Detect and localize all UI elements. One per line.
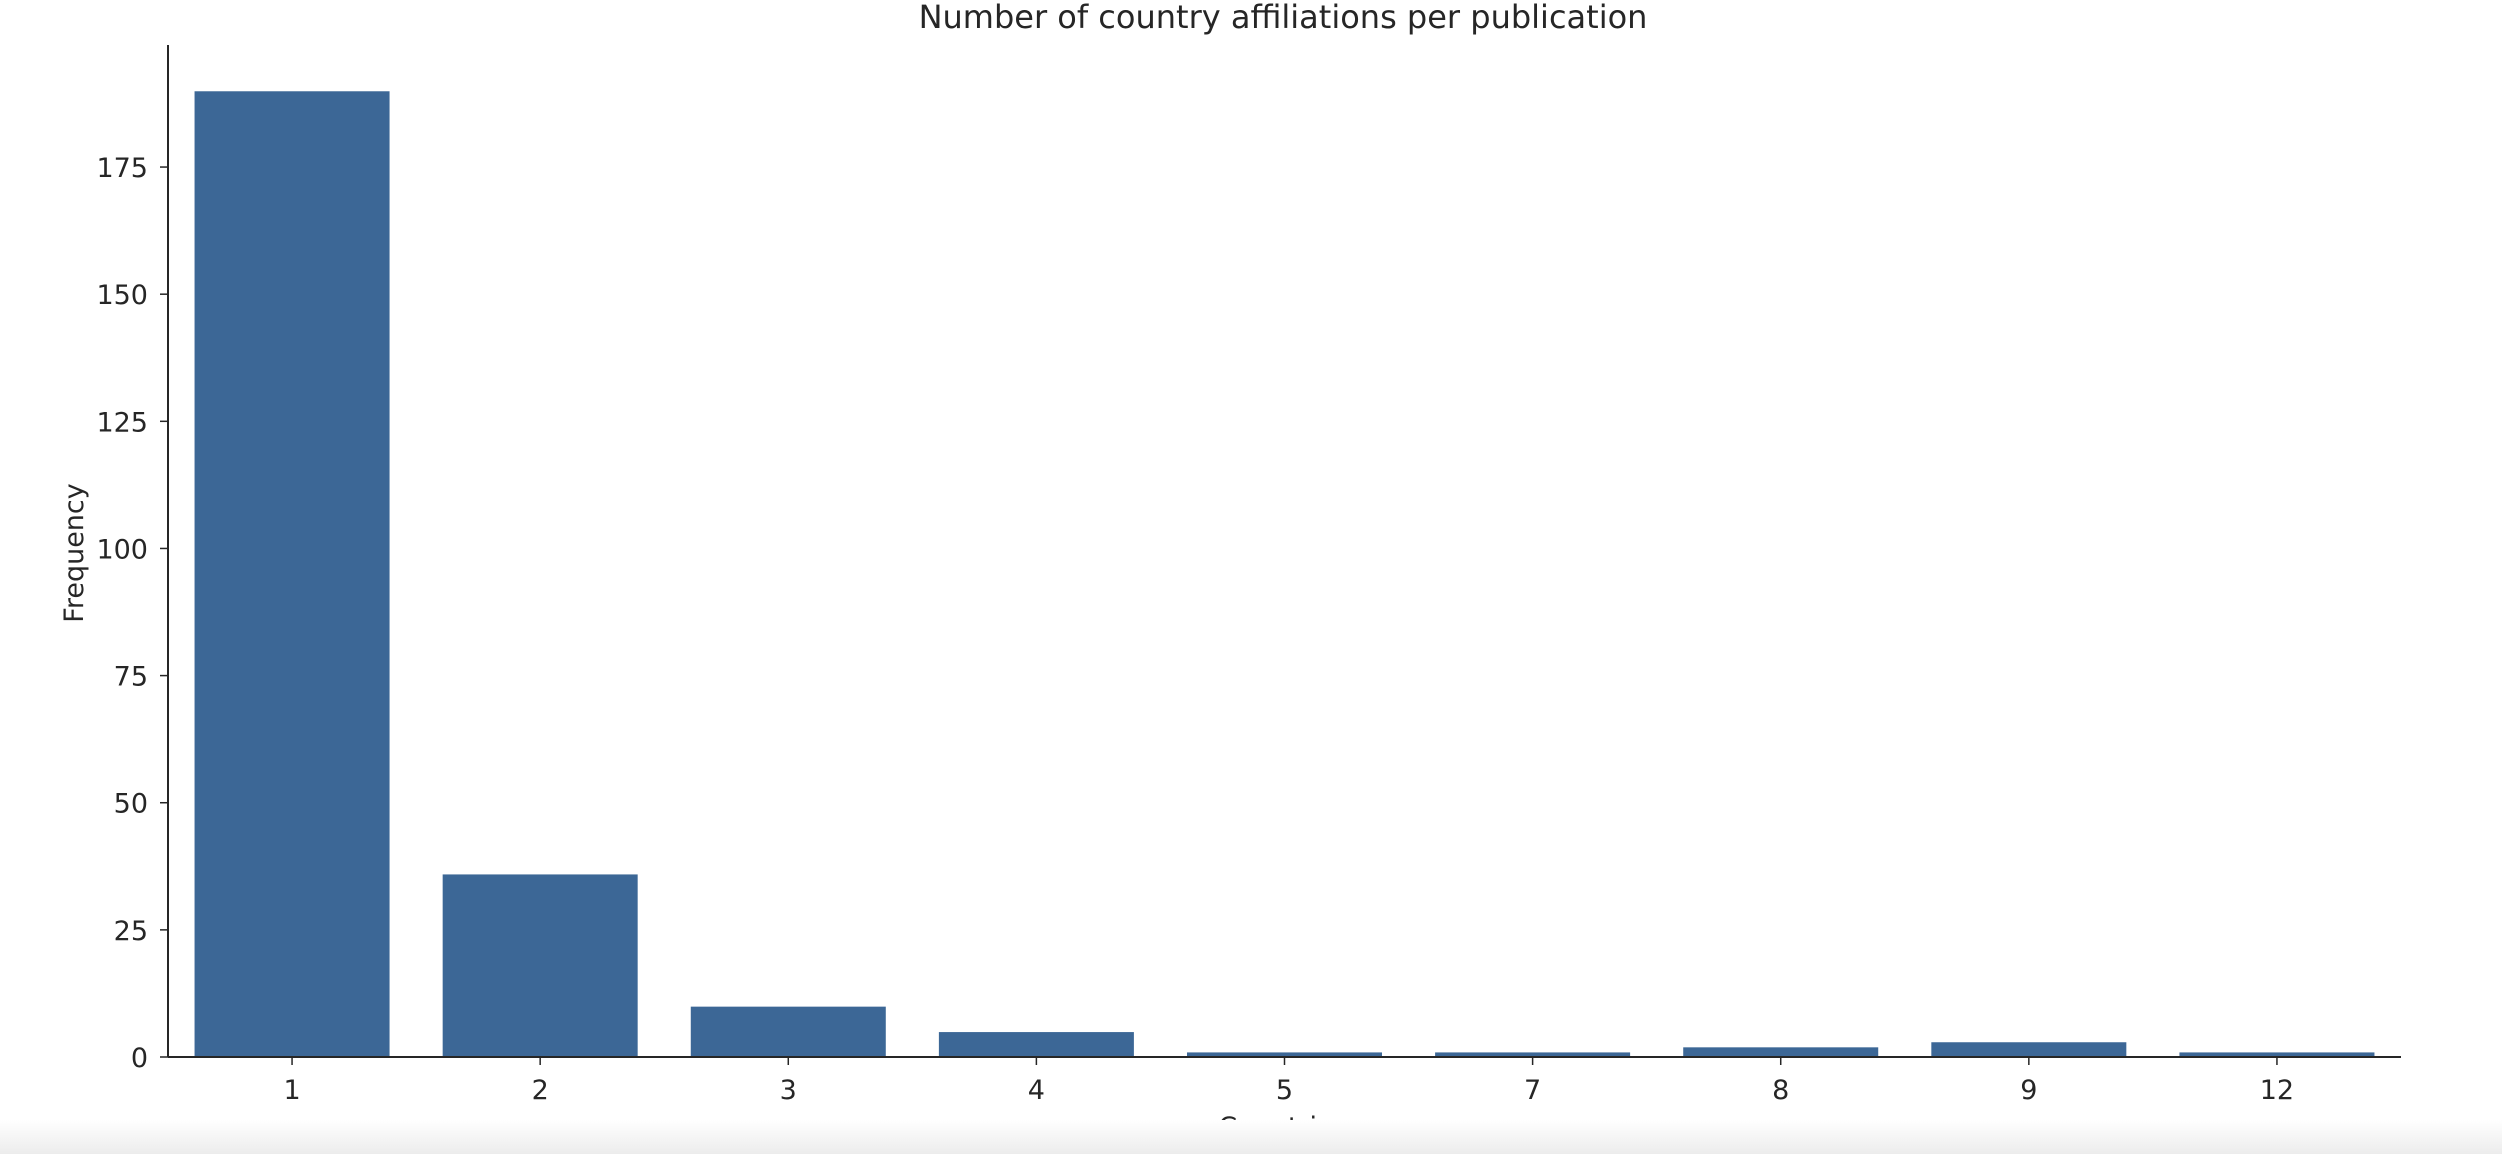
y-tick-label-50: 50 bbox=[114, 789, 148, 820]
x-axis-ticks: 1 2 3 4 5 7 8 9 12 bbox=[283, 1057, 2294, 1106]
bar-4 bbox=[937, 1031, 1135, 1058]
x-tick-label-9: 9 bbox=[2020, 1075, 2037, 1106]
x-tick-label-5: 5 bbox=[1276, 1075, 1293, 1106]
chart-title: Number of country affiliations per publi… bbox=[919, 0, 1648, 36]
bar-9 bbox=[1930, 1041, 2128, 1058]
y-axis-ticks: 0 25 50 75 100 125 150 175 bbox=[96, 153, 168, 1074]
bar-2 bbox=[441, 873, 639, 1058]
bar-1 bbox=[193, 90, 391, 1058]
x-tick-label-8: 8 bbox=[1772, 1075, 1789, 1106]
y-tick-label-25: 25 bbox=[114, 916, 148, 947]
x-tick-label-7: 7 bbox=[1524, 1075, 1541, 1106]
y-tick-label-75: 75 bbox=[114, 662, 148, 693]
x-tick-label-2: 2 bbox=[532, 1075, 549, 1106]
x-tick-label-12: 12 bbox=[2260, 1075, 2294, 1106]
bar-3 bbox=[689, 1005, 887, 1058]
y-tick-label-100: 100 bbox=[96, 534, 148, 565]
x-tick-label-1: 1 bbox=[283, 1075, 300, 1106]
y-tick-label-150: 150 bbox=[96, 280, 148, 311]
bars-group bbox=[193, 90, 2376, 1058]
y-tick-label-175: 175 bbox=[96, 153, 148, 184]
bar-8 bbox=[1682, 1046, 1880, 1058]
x-tick-label-3: 3 bbox=[780, 1075, 797, 1106]
y-tick-label-125: 125 bbox=[96, 407, 148, 438]
bottom-shade bbox=[0, 1120, 2502, 1154]
y-axis-label: Frequency bbox=[59, 483, 90, 623]
y-tick-label-0: 0 bbox=[131, 1043, 148, 1074]
x-tick-label-4: 4 bbox=[1028, 1075, 1045, 1106]
